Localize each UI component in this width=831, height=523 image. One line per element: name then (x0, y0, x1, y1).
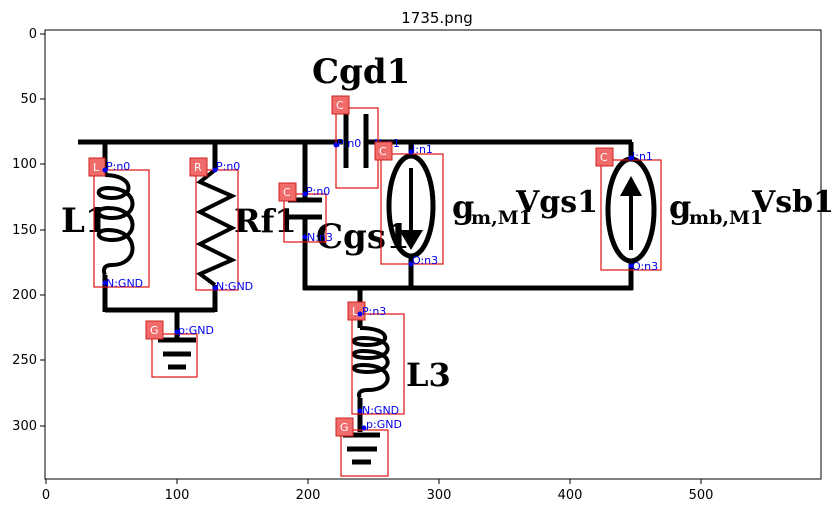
gmb-subscript: mb,M1 (689, 207, 763, 229)
gm-subscript: m,M1 (471, 207, 532, 229)
component-tag: R (194, 161, 202, 174)
annotation-gmb-source: C I:n1 O:n3 (595, 147, 662, 273)
component-tag: C (379, 145, 387, 158)
label-cgd1: Cgd1 (312, 52, 410, 92)
component-tag: C (336, 99, 344, 112)
component-tag: C (600, 151, 608, 164)
gm-main: g (452, 188, 474, 226)
component-tag: L (352, 305, 359, 318)
pin-label: p:GND (366, 418, 402, 431)
label-gmb-vsb1: g mb,M1 Vsb1 (669, 185, 831, 229)
gmb-vsb: Vsb1 (751, 185, 831, 220)
component-tag: G (340, 421, 349, 434)
x-tick-label: 200 (296, 488, 321, 503)
pin-label: N:GND (106, 277, 143, 290)
annotation-l1: L P:n0 N:GND (88, 157, 150, 290)
x-tick-label: 500 (689, 488, 714, 503)
l3-inductor (351, 326, 390, 400)
pin-label: P:n3 (362, 305, 386, 318)
pin-label: P:n0 (337, 137, 361, 150)
label-rf1: Rf1 (234, 202, 297, 240)
l1-inductor (96, 173, 135, 276)
x-tick-label: 300 (427, 488, 452, 503)
component-tag: G (150, 324, 159, 337)
rf1-resistor (195, 168, 237, 287)
figure-title: 1735.png (401, 9, 473, 27)
cgd1-capacitor (343, 114, 369, 168)
y-tick-label: 0 (29, 27, 37, 42)
label-l1: L1 (61, 201, 109, 241)
y-tick-label: 150 (12, 223, 37, 238)
ground-symbol-1 (158, 337, 196, 370)
pin-label: I:n1 (412, 143, 433, 156)
x-tick-label: 100 (165, 488, 190, 503)
pin-label: N:GND (362, 404, 399, 417)
annotation-gnd1: G p:GND (145, 320, 214, 378)
y-axis: 0 50 100 150 200 250 300 (12, 27, 45, 434)
pin-label: p:GND (178, 324, 214, 337)
pin-label: I:n1 (632, 150, 653, 163)
pin-label: N:n3 (307, 231, 333, 244)
component-tag: L (93, 161, 100, 174)
pin-label: O:n3 (632, 260, 658, 273)
component-tag: C (283, 186, 291, 199)
annotation-gnd2: G p:GND (335, 417, 402, 477)
y-tick-label: 250 (12, 353, 37, 368)
y-tick-label: 100 (12, 157, 37, 172)
x-axis: 0 100 200 300 400 500 (42, 479, 714, 503)
annotation-gm-source: C I:n1 O:n3 (374, 141, 444, 267)
x-tick-label: 0 (42, 488, 50, 503)
label-cgs1: Cgs1 (316, 217, 410, 257)
y-tick-label: 50 (20, 92, 37, 107)
pin-label: N:GND (216, 280, 253, 293)
label-gm-vgs1: g m,M1 Vgs1 (452, 185, 598, 229)
plot-frame (44, 29, 822, 480)
annotation-rf1: R P:n0 N:GND (189, 157, 253, 293)
gm-vgs: Vgs1 (515, 185, 598, 220)
y-tick-label: 300 (12, 419, 37, 434)
gm-current-source (386, 153, 436, 259)
circuit-wires (78, 134, 634, 432)
pin-label: P:n0 (306, 185, 330, 198)
x-tick-label: 400 (558, 488, 583, 503)
gmb-main: g (669, 188, 691, 226)
pin-label: P:n0 (106, 160, 130, 173)
y-tick-label: 200 (12, 288, 37, 303)
annotation-l3: L P:n3 N:GND (347, 301, 405, 417)
annotation-cgs1: C P:n0 N:n3 (278, 182, 333, 244)
pin-label: P:n0 (216, 160, 240, 173)
label-l3: L3 (406, 356, 451, 394)
pin-label: O:n3 (412, 254, 438, 267)
